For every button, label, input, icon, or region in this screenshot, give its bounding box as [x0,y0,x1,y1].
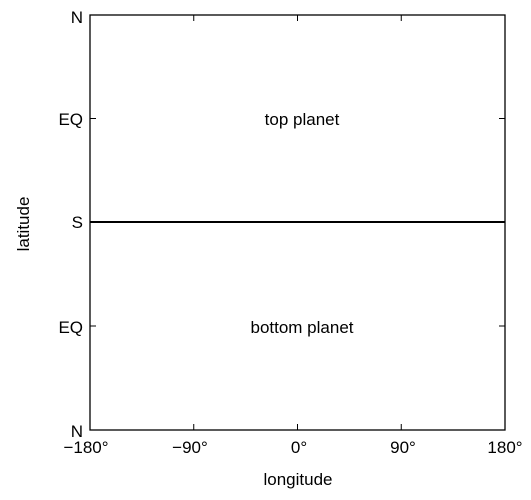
y-tick-label-equator: EQ [58,110,83,129]
y-tick-label-equator: EQ [58,318,83,337]
y-tick-marks [90,14,505,431]
x-tick-marks [89,15,506,430]
x-tick-label: 0° [291,438,307,457]
y-tick-labels: N EQ S EQ N [58,8,83,441]
y-tick-label-south: S [72,213,83,232]
x-axis-label: longitude [263,470,332,489]
x-tick-label: −90° [172,438,208,457]
x-tick-labels: −180° −90° 0° 90° 180° [63,438,522,457]
x-tick-label: −180° [63,438,108,457]
y-tick-label-north: N [71,422,83,441]
x-tick-label: 180° [487,438,522,457]
region-label-top-planet: top planet [265,110,340,129]
x-tick-label: 90° [390,438,416,457]
y-tick-label-north: N [71,8,83,27]
region-label-bottom-planet: bottom planet [250,318,353,337]
y-axis-label: latitude [14,197,33,252]
